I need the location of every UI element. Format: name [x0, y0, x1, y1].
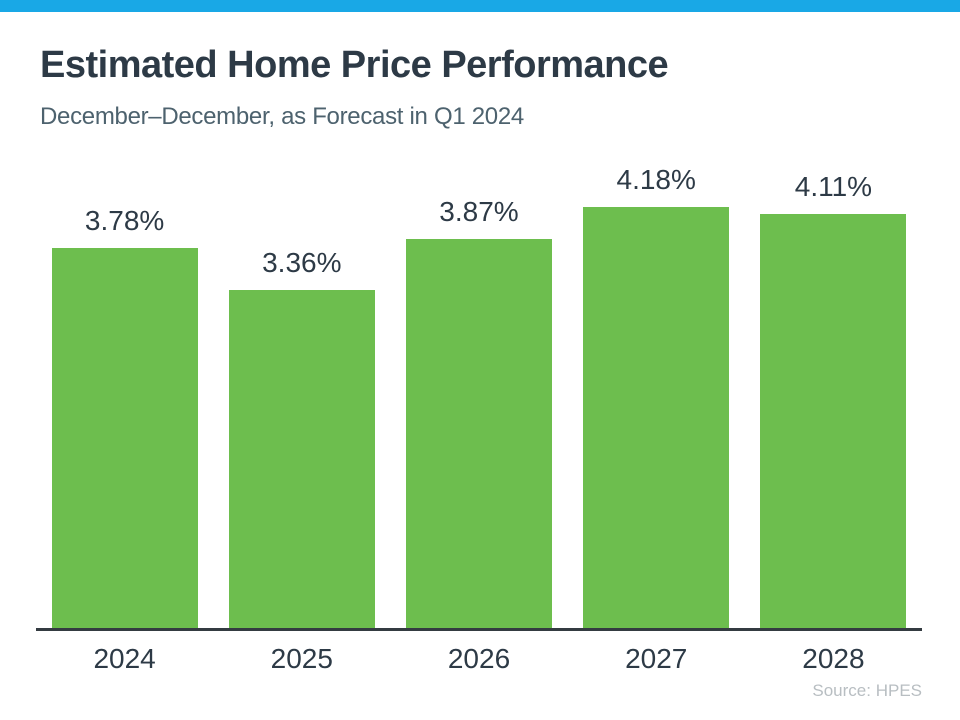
x-axis-tick-label: 2027 — [625, 643, 688, 674]
chart-subtitle: December–December, as Forecast in Q1 202… — [40, 103, 524, 130]
bar-value-label: 3.36% — [262, 247, 342, 278]
bar-column: 3.87% — [390, 160, 567, 628]
x-axis-tick-label: 2025 — [270, 643, 333, 674]
top-accent-bar — [0, 0, 960, 12]
x-axis-tick-label: 2024 — [93, 643, 156, 674]
bar-column: 3.36% — [213, 160, 390, 628]
bar-column: 4.11% — [745, 160, 922, 628]
bar — [583, 207, 730, 628]
bar-value-label: 4.18% — [616, 164, 696, 195]
x-axis-tick-label: 2028 — [802, 643, 865, 674]
bar — [51, 248, 198, 628]
bar — [760, 214, 907, 628]
source-note: Source: HPES — [812, 681, 922, 700]
chart-title: Estimated Home Price Performance — [40, 44, 669, 86]
bar — [228, 290, 375, 628]
plot-area: 3.78% 3.36% 3.87% 4.18% 4.11% — [36, 160, 922, 628]
bar-chart: 3.78% 3.36% 3.87% 4.18% 4.11% 2024 2025 2026 20… — [36, 160, 922, 675]
bar-value-label: 3.78% — [84, 205, 165, 236]
bar-value-label: 4.11% — [794, 171, 873, 202]
bar-column: 3.78% — [36, 160, 213, 628]
x-axis-labels: 2024 2025 2026 2027 2028 — [36, 643, 922, 675]
x-axis-tick-label: 2026 — [447, 643, 511, 674]
bar-column: 4.18% — [568, 160, 745, 628]
bar — [406, 239, 552, 628]
bar-value-label: 3.87% — [439, 196, 519, 227]
x-axis-line — [36, 628, 922, 631]
